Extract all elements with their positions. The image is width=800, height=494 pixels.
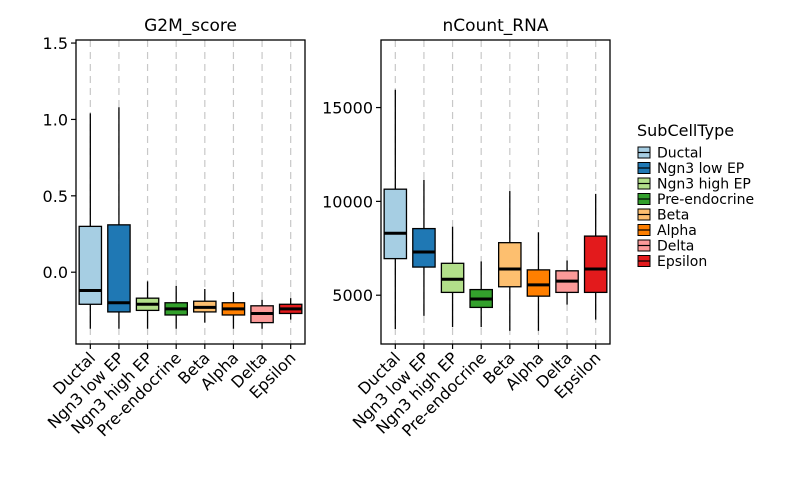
- box-alpha: [526, 232, 551, 331]
- box-ngn3-high-ep: [135, 281, 160, 329]
- legend-title: SubCellType: [637, 121, 734, 140]
- panel-border: [380, 39, 611, 345]
- legend-label: Delta: [657, 239, 694, 255]
- panel-border: [75, 39, 306, 345]
- box-pre-endocrine: [469, 261, 494, 328]
- legend-label: Alpha: [657, 223, 697, 239]
- y-tick-label: 5000: [332, 286, 373, 305]
- box-iqr: [583, 235, 608, 294]
- box-pre-endocrine: [164, 285, 189, 329]
- legend-label: Ngn3 high EP: [657, 177, 751, 193]
- box-iqr: [497, 242, 522, 288]
- box-epsilon: [278, 298, 303, 320]
- box-iqr: [383, 188, 408, 260]
- legend-label: Pre-endocrine: [657, 192, 754, 208]
- box-iqr: [412, 227, 436, 268]
- box-ductal: [383, 89, 408, 329]
- y-tick-label: 15000: [322, 99, 373, 118]
- box-iqr: [107, 224, 131, 313]
- y-tick-label: 1.5: [43, 34, 68, 53]
- legend-label: Epsilon: [657, 254, 707, 270]
- legend-label: Ngn3 low EP: [657, 161, 744, 177]
- box-beta: [497, 191, 522, 331]
- y-tick-label: 0.0: [43, 263, 68, 282]
- box-ngn3-low-ep: [412, 179, 436, 316]
- legend-label: Ductal: [657, 146, 702, 162]
- panel-title: nCount_RNA: [443, 16, 549, 36]
- box-iqr: [78, 225, 103, 305]
- box-ngn3-low-ep: [107, 107, 131, 329]
- y-tick-label: 10000: [322, 192, 373, 211]
- y-tick-label: 0.5: [43, 187, 68, 206]
- panel-background: [381, 40, 610, 344]
- box-epsilon: [583, 193, 608, 320]
- legend-label: Beta: [657, 208, 689, 224]
- box-alpha: [221, 292, 246, 329]
- box-iqr: [526, 269, 551, 297]
- box-beta: [192, 289, 217, 323]
- y-tick-label: 1.0: [43, 110, 68, 129]
- box-delta: [555, 260, 579, 305]
- panel-title: G2M_score: [144, 16, 237, 36]
- box-ductal: [78, 113, 103, 329]
- box-ngn3-high-ep: [440, 226, 465, 328]
- box-delta: [250, 299, 274, 329]
